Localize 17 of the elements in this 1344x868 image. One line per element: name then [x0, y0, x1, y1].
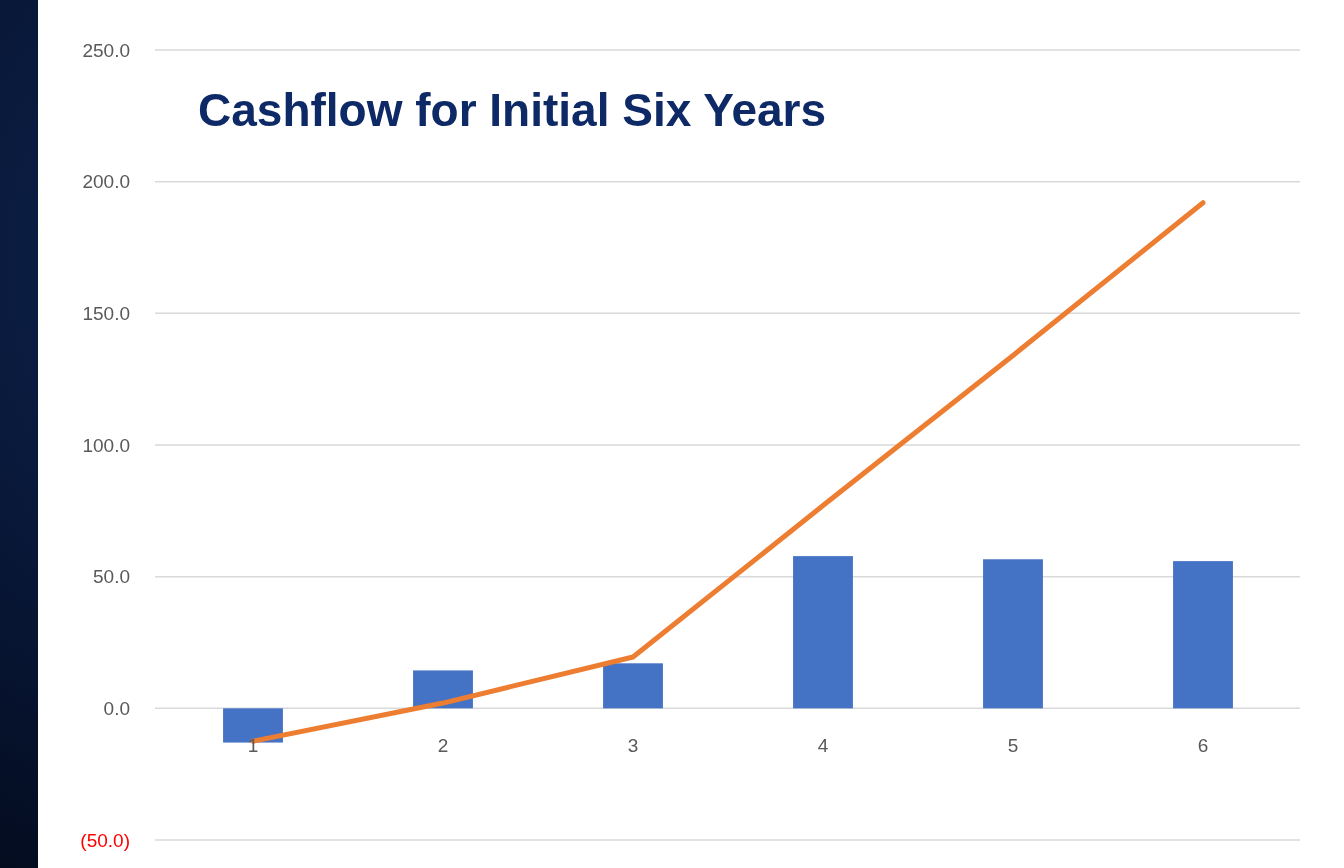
bar	[793, 556, 853, 709]
y-tick-label: 200.0	[82, 171, 130, 193]
y-tick-label: 150.0	[82, 302, 130, 324]
y-tick-label: 50.0	[93, 566, 130, 588]
bar	[603, 663, 663, 709]
bar	[983, 559, 1043, 709]
x-tick-label: 4	[817, 735, 829, 756]
x-tick-label: 5	[1007, 735, 1019, 756]
y-tick-label: (50.0)	[80, 829, 130, 851]
x-tick-label: 6	[1197, 735, 1209, 756]
x-tick-label: 3	[627, 735, 639, 756]
bar	[1173, 561, 1233, 709]
y-tick-label: 100.0	[82, 434, 130, 456]
text: Cashflow for Initial Six Years	[198, 84, 827, 136]
x-tick-label: 2	[437, 735, 449, 756]
y-tick-label: 250.0	[82, 39, 130, 61]
y-tick-label: 0.0	[103, 697, 130, 719]
